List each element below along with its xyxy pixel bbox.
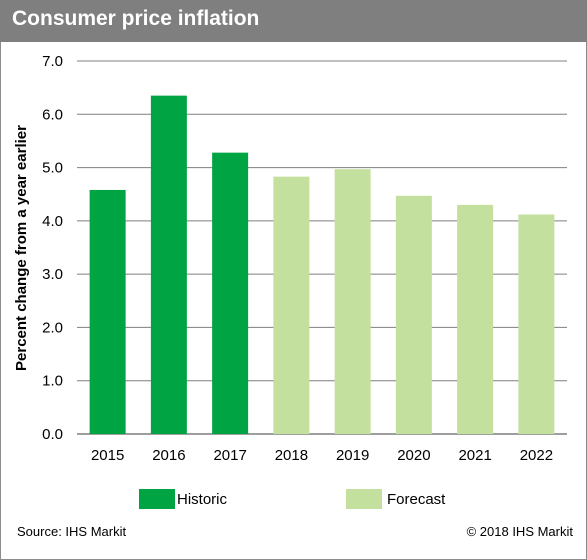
x-tick-label: 2018 — [275, 447, 308, 464]
y-tick-label: 3.0 — [42, 266, 63, 283]
gridlines — [77, 60, 567, 435]
bar-2017 — [212, 152, 249, 434]
source-note: Source: IHS Markit — [17, 524, 127, 539]
legend-label-forecast: Forecast — [387, 491, 446, 508]
x-tick-label: 2016 — [152, 447, 185, 464]
y-tick-label: 6.0 — [42, 106, 63, 123]
bar-2020 — [395, 195, 432, 434]
x-tick-label: 2017 — [213, 447, 246, 464]
y-tick-label: 4.0 — [42, 213, 63, 230]
bar-2016 — [150, 95, 187, 434]
y-tick-label: 5.0 — [42, 160, 63, 177]
legend-label-historic: Historic — [177, 491, 228, 508]
y-tick-label: 2.0 — [42, 319, 63, 336]
x-tick-label: 2020 — [397, 447, 430, 464]
bar-2022 — [518, 214, 555, 434]
x-tick-label: 2015 — [91, 447, 124, 464]
bar-2021 — [457, 204, 494, 434]
x-tick-labels: 2015 2016 2017 2018 2019 2020 2021 2022 — [91, 447, 553, 464]
bar-2019 — [334, 169, 371, 435]
bar-2018 — [273, 176, 310, 434]
x-tick-label: 2022 — [520, 447, 553, 464]
legend-swatch-forecast — [346, 489, 382, 509]
chart-title: Consumer price inflation — [12, 7, 260, 30]
y-tick-label: 7.0 — [42, 53, 63, 70]
legend-swatch-historic — [139, 489, 175, 509]
y-tick-label: 1.0 — [42, 373, 63, 390]
y-tick-label: 0.0 — [42, 426, 63, 443]
title-bar: Consumer price inflation — [0, 0, 587, 42]
y-tick-labels: 0.0 1.0 2.0 3.0 4.0 5.0 6.0 7.0 — [42, 53, 63, 443]
bar-2015 — [89, 189, 126, 434]
y-axis-label: Percent change from a year earlier — [13, 125, 30, 371]
x-tick-label: 2021 — [458, 447, 491, 464]
x-tick-label: 2019 — [336, 447, 369, 464]
bars — [89, 95, 555, 435]
copyright-note: © 2018 IHS Markit — [466, 524, 573, 539]
